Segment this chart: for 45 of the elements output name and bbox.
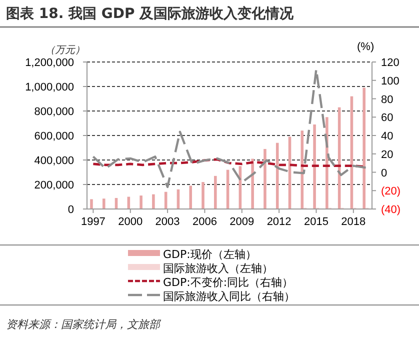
legend-label: 国际旅游收入（左轴） <box>163 262 273 275</box>
y-tick-label: 1,200,000 <box>25 57 74 69</box>
bar <box>313 124 316 209</box>
bar <box>264 148 266 209</box>
y2-axis-title: (%) <box>357 41 374 53</box>
bar <box>251 158 254 209</box>
line-series <box>92 68 367 188</box>
y2-tick-label: 0 <box>381 167 388 180</box>
bar <box>102 198 106 209</box>
bar <box>90 199 93 209</box>
legend-label: 国际旅游收入同比（右轴） <box>163 290 295 303</box>
y2-tick-label: (40) <box>381 204 401 216</box>
y2-tick-label: 80 <box>381 94 394 106</box>
bar <box>362 88 366 209</box>
y-axis-title: （万元） <box>45 45 85 56</box>
y2-tick-label: (20) <box>381 186 401 198</box>
y2-tick-label: 20 <box>381 148 394 161</box>
y-tick-label: 200,000 <box>34 180 74 192</box>
y-tick-label: 0 <box>68 204 74 216</box>
y-tick-label: 600,000 <box>34 130 74 142</box>
x-tick-label: 2000 <box>118 216 143 228</box>
y-tick-label: 400,000 <box>34 155 74 167</box>
y2-tick-label: 100 <box>381 75 400 88</box>
x-tick-label: 2006 <box>192 216 217 228</box>
y-tick-label: 1,000,000 <box>25 82 74 94</box>
y2-tick-label: 40 <box>381 130 394 142</box>
x-tick-label: 2018 <box>341 216 366 228</box>
y2-tick-label: 120 <box>381 57 400 69</box>
bar <box>140 196 142 209</box>
x-tick-label: 2009 <box>230 216 254 228</box>
bar <box>202 182 204 209</box>
bar <box>152 194 155 209</box>
text: 资料来源：国家统计局，文旅部 <box>6 318 162 331</box>
bar <box>214 176 217 209</box>
x-tick-label: 2015 <box>304 216 328 228</box>
bar <box>276 142 279 209</box>
legend-label: GDP:现价（左轴） <box>163 248 256 261</box>
y-tick-label: 800,000 <box>34 106 74 118</box>
chart-title: 图表 18. 我国 GDP 及国际旅游收入变化情况 <box>6 5 295 22</box>
bar <box>189 186 192 209</box>
x-tick-label: 2003 <box>155 216 180 228</box>
y2-tick-label: 60 <box>381 112 394 124</box>
x-tick-label: 2012 <box>266 216 292 228</box>
x-tick-label: 1997 <box>80 216 106 228</box>
legend-label: GDP:不变价:同比（右轴） <box>163 276 294 289</box>
